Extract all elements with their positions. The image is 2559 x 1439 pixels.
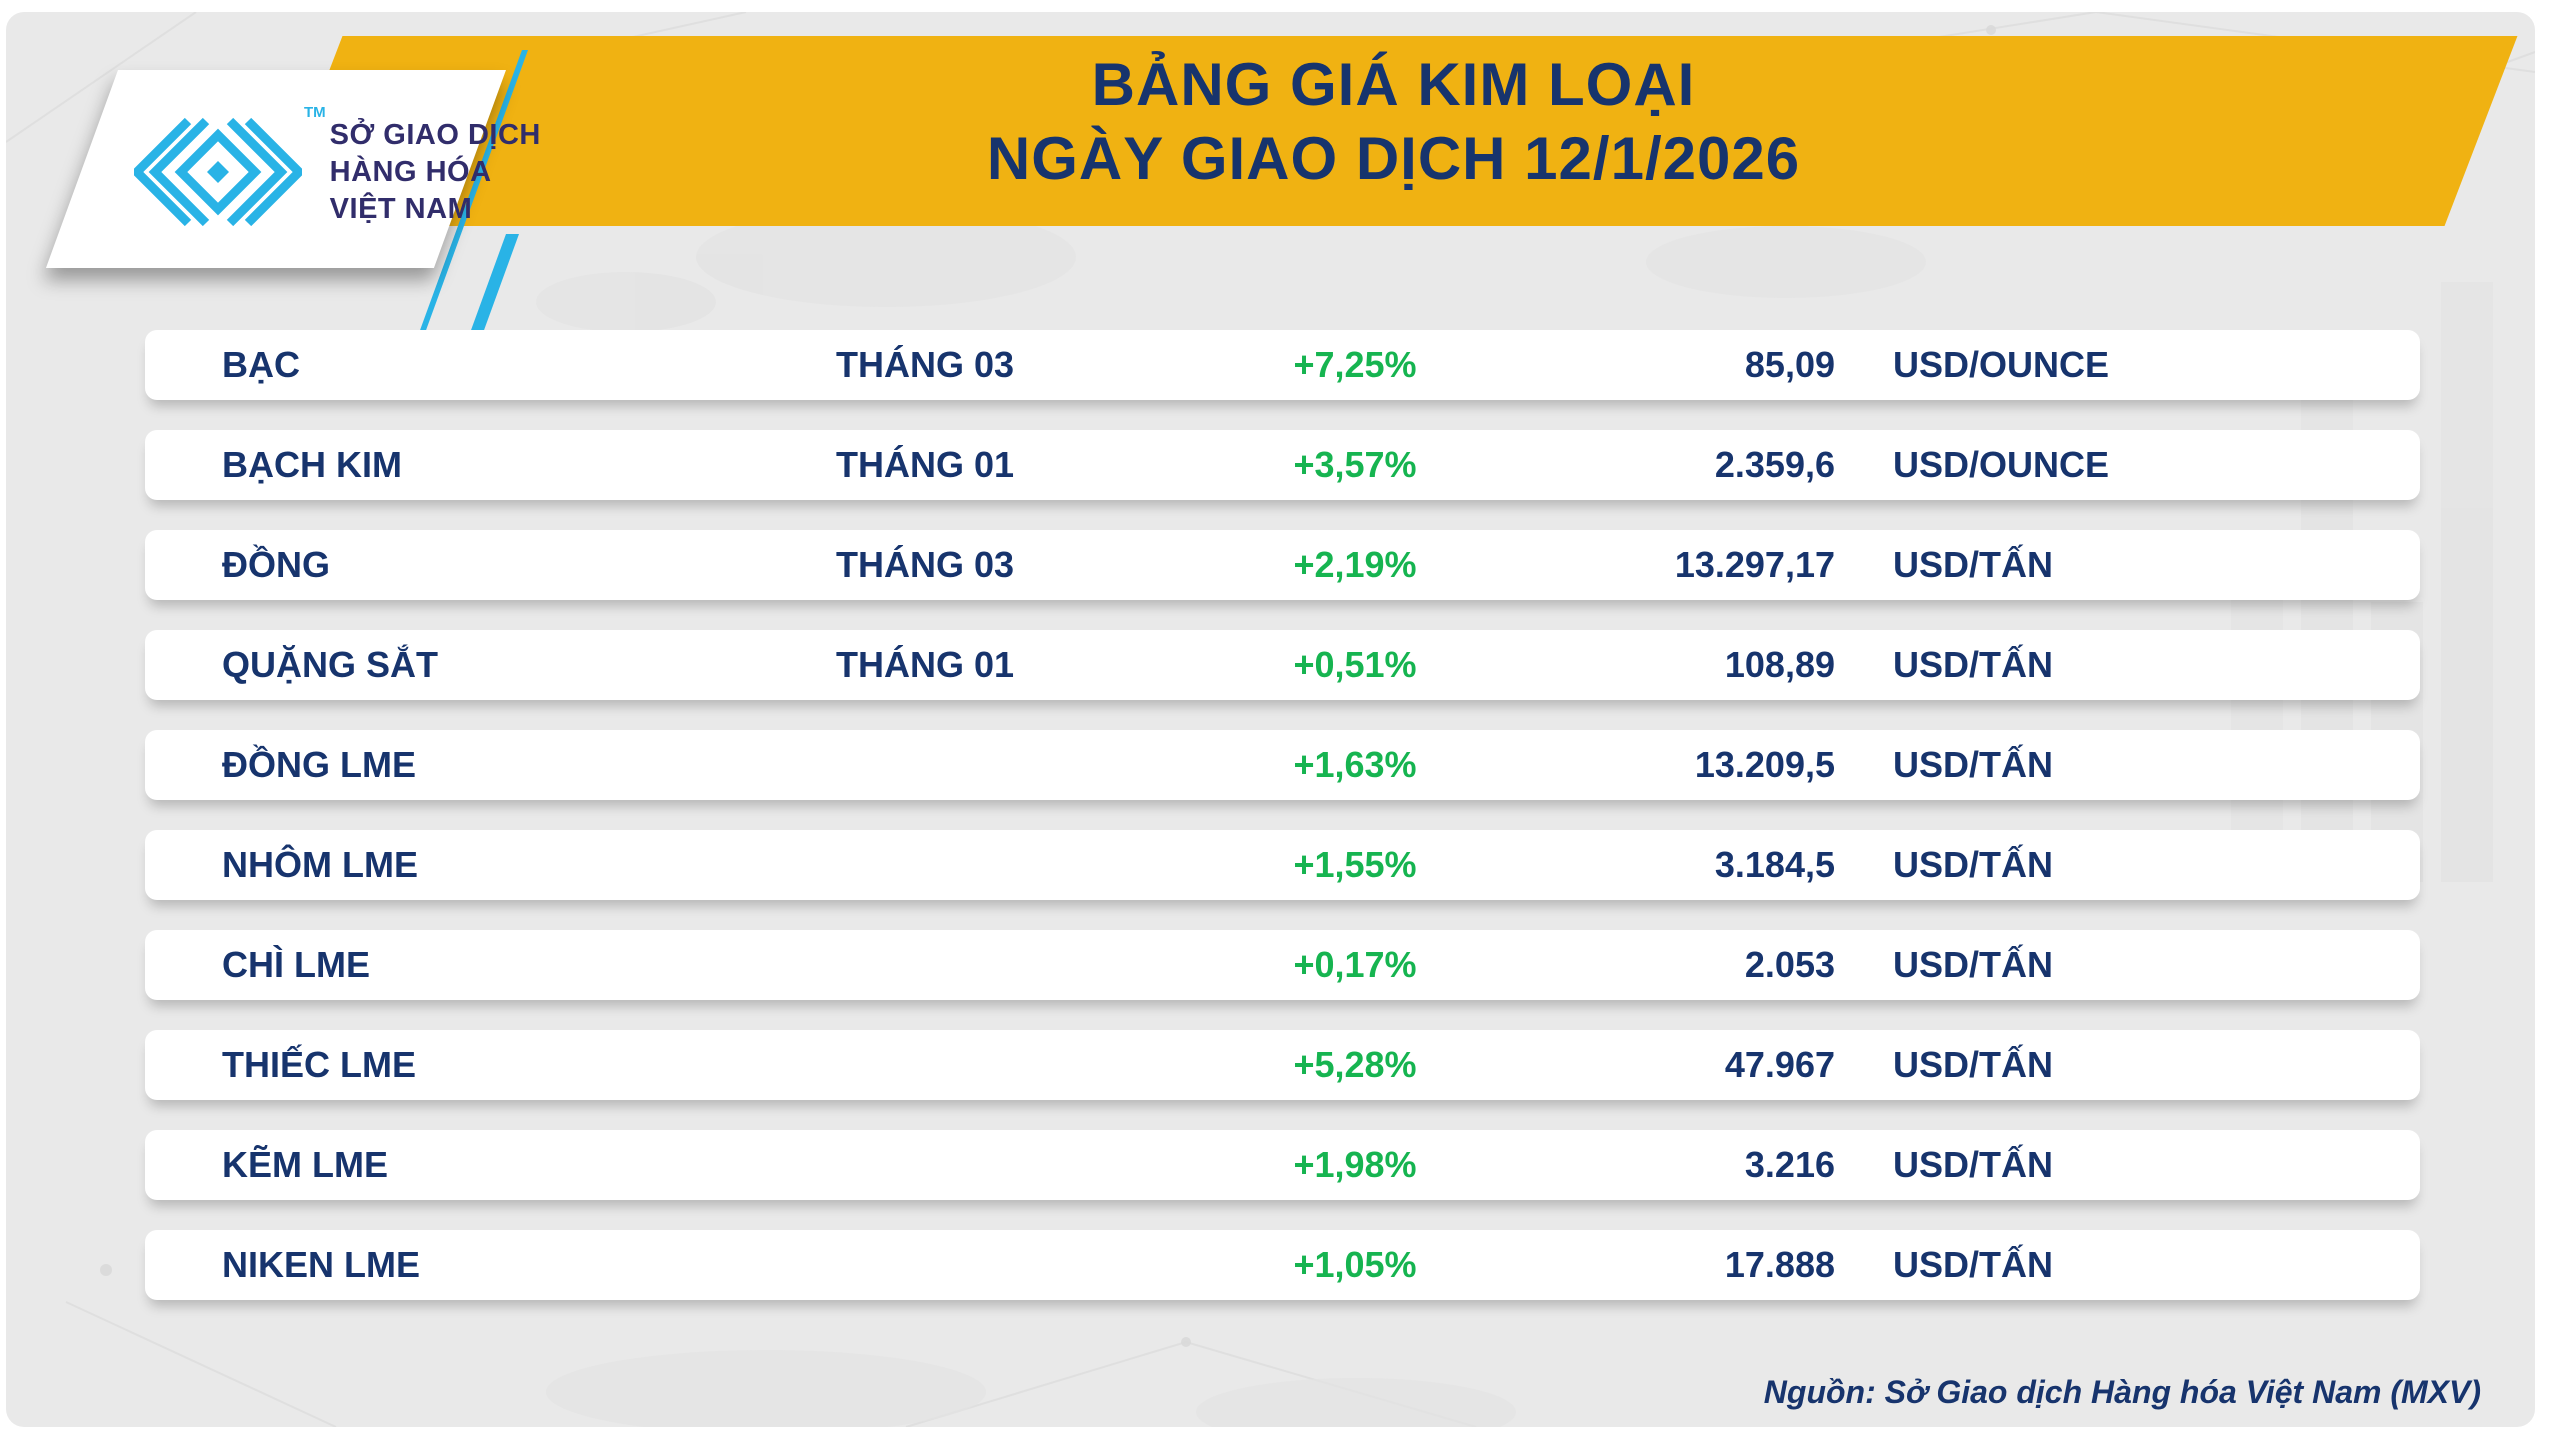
change-percent: +1,05% xyxy=(1293,1244,1417,1285)
price-value: 13.209,5 xyxy=(1694,744,1835,785)
table-row: THIẾC LME +5,28% 47.967 USD/TẤN xyxy=(145,1030,2420,1100)
change-percent: +0,51% xyxy=(1293,644,1417,685)
contract-month: THÁNG 01 xyxy=(835,444,1015,485)
change-percent: +5,28% xyxy=(1293,1044,1417,1085)
commodity-name: ĐỒNG xyxy=(222,544,330,585)
table-row: ĐỒNG LME +1,63% 13.209,5 USD/TẤN xyxy=(145,730,2420,800)
commodity-name: BẠC xyxy=(222,344,300,385)
price-unit: USD/TẤN xyxy=(1893,844,2053,885)
commodity-name: BẠCH KIM xyxy=(222,444,402,485)
price-value: 85,09 xyxy=(1744,344,1835,385)
price-table: BẠC THÁNG 03 +7,25% 85,09 USD/OUNCE BẠCH… xyxy=(145,330,2420,1330)
change-percent: +1,55% xyxy=(1293,844,1417,885)
price-value: 13.297,17 xyxy=(1674,544,1835,585)
price-unit: USD/TẤN xyxy=(1893,1244,2053,1285)
table-row: KẼM LME +1,98% 3.216 USD/TẤN xyxy=(145,1130,2420,1200)
logo-org-line-1: SỞ GIAO DỊCH xyxy=(329,118,541,151)
price-unit: USD/OUNCE xyxy=(1893,444,2110,485)
commodity-name: KẼM LME xyxy=(222,1144,388,1185)
commodity-name: NHÔM LME xyxy=(222,844,418,885)
change-percent: +0,17% xyxy=(1293,944,1417,985)
price-value: 47.967 xyxy=(1724,1044,1835,1085)
price-unit: USD/TẤN xyxy=(1893,944,2053,985)
price-unit: USD/TẤN xyxy=(1893,1144,2053,1185)
contract-month: THÁNG 03 xyxy=(835,544,1015,585)
mxv-logo-icon xyxy=(134,117,302,227)
page-subtitle: NGÀY GIAO DỊCH 12/1/2026 xyxy=(986,125,1801,192)
price-value: 108,89 xyxy=(1724,644,1835,685)
price-value: 2.359,6 xyxy=(1714,444,1835,485)
price-value: 2.053 xyxy=(1744,944,1835,985)
commodity-name: QUẶNG SẮT xyxy=(222,644,438,685)
commodity-name: ĐỒNG LME xyxy=(222,744,416,785)
price-value: 17.888 xyxy=(1724,1244,1835,1285)
commodity-name: THIẾC LME xyxy=(222,1044,416,1085)
commodity-name: CHÌ LME xyxy=(222,944,370,985)
table-row: NIKEN LME +1,05% 17.888 USD/TẤN xyxy=(145,1230,2420,1300)
logo-org-name: SỞ GIAO DỊCH HÀNG HÓA VIỆT NAM xyxy=(330,117,541,228)
source-note: Nguồn: Sở Giao dịch Hàng hóa Việt Nam (M… xyxy=(1763,1374,2481,1410)
table-row: QUẶNG SẮT THÁNG 01 +0,51% 108,89 USD/TẤN xyxy=(145,630,2420,700)
background-panel: BẢNG GIÁ KIM LOẠI NGÀY GIAO DỊCH 12/1/20… xyxy=(6,12,2535,1427)
title-block: BẢNG GIÁ KIM LOẠI NGÀY GIAO DỊCH 12/1/20… xyxy=(306,48,2481,196)
change-percent: +7,25% xyxy=(1293,344,1417,385)
logo-org-line-2: HÀNG HÓA xyxy=(329,155,492,188)
price-unit: USD/TẤN xyxy=(1893,744,2053,785)
page-title: BẢNG GIÁ KIM LOẠI xyxy=(1091,51,1696,118)
change-percent: +1,98% xyxy=(1293,1144,1417,1185)
contract-month: THÁNG 01 xyxy=(835,644,1015,685)
change-percent: +2,19% xyxy=(1293,544,1417,585)
price-unit: USD/TẤN xyxy=(1893,644,2053,685)
table-row: BẠC THÁNG 03 +7,25% 85,09 USD/OUNCE xyxy=(145,330,2420,400)
change-percent: +1,63% xyxy=(1293,744,1417,785)
contract-month: THÁNG 03 xyxy=(835,344,1015,385)
price-unit: USD/TẤN xyxy=(1893,544,2053,585)
table-row: CHÌ LME +0,17% 2.053 USD/TẤN xyxy=(145,930,2420,1000)
price-unit: USD/OUNCE xyxy=(1893,344,2110,385)
logo-org-line-3: VIỆT NAM xyxy=(329,192,473,225)
table-row: ĐỒNG THÁNG 03 +2,19% 13.297,17 USD/TẤN xyxy=(145,530,2420,600)
price-value: 3.216 xyxy=(1744,1144,1835,1185)
change-percent: +3,57% xyxy=(1293,444,1417,485)
commodity-name: NIKEN LME xyxy=(222,1244,420,1285)
price-value: 3.184,5 xyxy=(1714,844,1835,885)
table-row: NHÔM LME +1,55% 3.184,5 USD/TẤN xyxy=(145,830,2420,900)
mxv-logo: TM SỞ GIAO DỊCH HÀNG HÓA VIỆT NAM xyxy=(134,90,540,254)
table-row: BẠCH KIM THÁNG 01 +3,57% 2.359,6 USD/OUN… xyxy=(145,430,2420,500)
trademark-symbol: TM xyxy=(304,104,326,121)
price-unit: USD/TẤN xyxy=(1893,1044,2053,1085)
